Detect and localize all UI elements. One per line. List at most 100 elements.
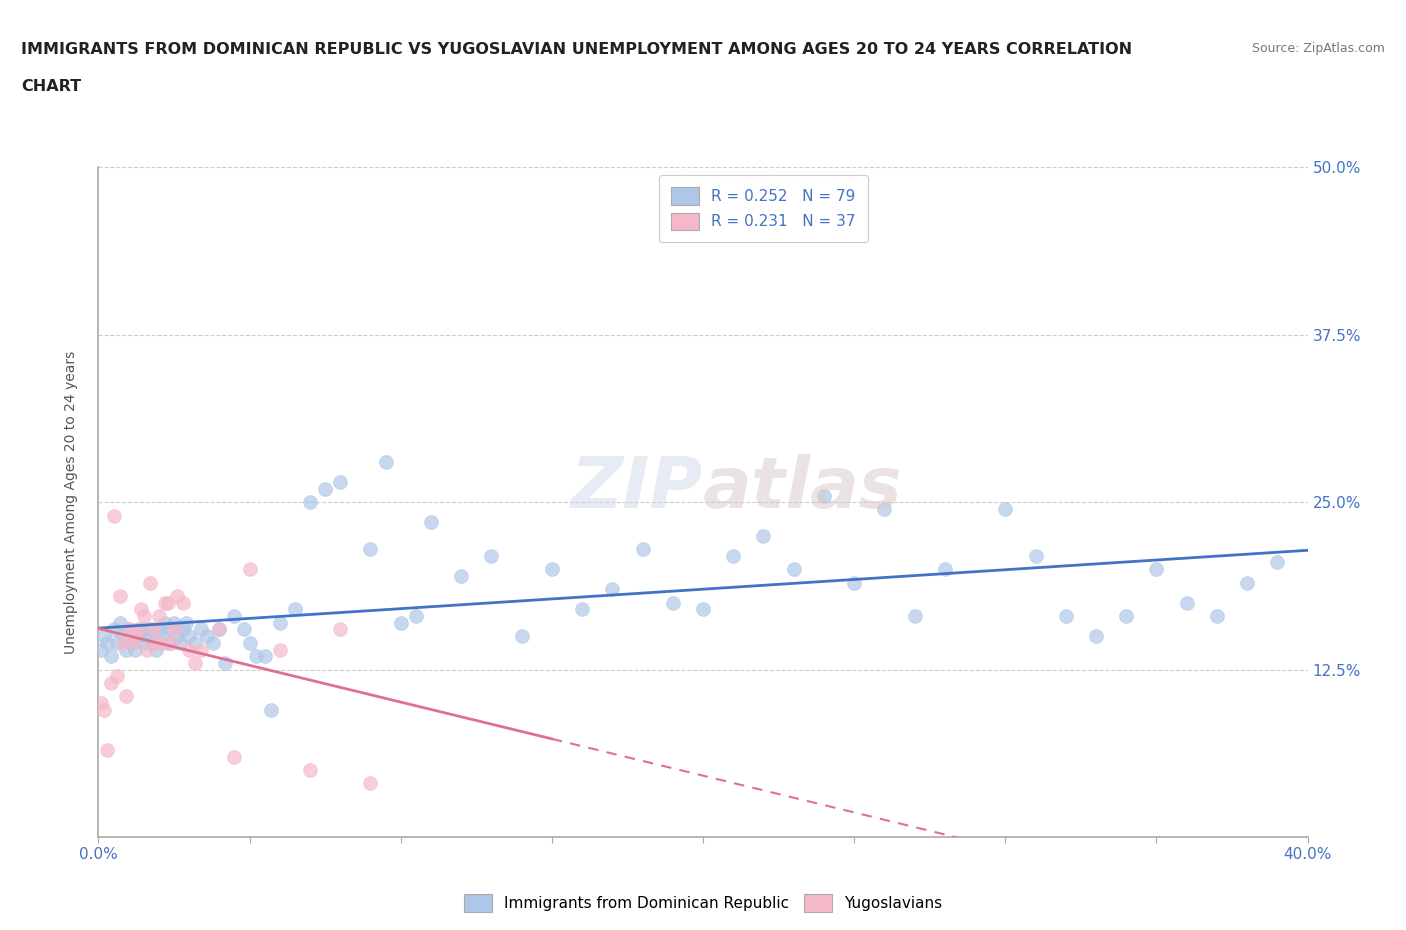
- Point: [100, 649, 122, 664]
- Point: [994, 501, 1017, 516]
- Point: [374, 455, 396, 470]
- Point: [179, 629, 201, 644]
- Point: [208, 622, 231, 637]
- Point: [314, 482, 336, 497]
- Point: [118, 622, 141, 637]
- Point: [1085, 629, 1108, 644]
- Point: [166, 629, 188, 644]
- Text: IMMIGRANTS FROM DOMINICAN REPUBLIC VS YUGOSLAVIAN UNEMPLOYMENT AMONG AGES 20 TO : IMMIGRANTS FROM DOMINICAN REPUBLIC VS YU…: [21, 42, 1132, 57]
- Point: [481, 549, 503, 564]
- Point: [232, 622, 254, 637]
- Point: [118, 622, 141, 637]
- Point: [239, 562, 262, 577]
- Point: [132, 635, 155, 650]
- Point: [783, 562, 806, 577]
- Point: [510, 629, 533, 644]
- Point: [124, 642, 146, 657]
- Point: [93, 702, 115, 717]
- Point: [360, 541, 382, 556]
- Point: [360, 776, 382, 790]
- Point: [135, 629, 157, 644]
- Point: [329, 474, 352, 489]
- Point: [90, 696, 112, 711]
- Point: [132, 608, 155, 623]
- Point: [208, 622, 231, 637]
- Point: [121, 635, 143, 650]
- Point: [129, 622, 152, 637]
- Point: [114, 642, 136, 657]
- Point: [752, 528, 775, 543]
- Point: [571, 602, 593, 617]
- Point: [172, 595, 194, 610]
- Point: [179, 642, 201, 657]
- Point: [195, 629, 218, 644]
- Point: [631, 541, 654, 556]
- Point: [166, 589, 188, 604]
- Point: [169, 635, 191, 650]
- Point: [172, 622, 194, 637]
- Point: [420, 515, 443, 530]
- Point: [148, 608, 170, 623]
- Point: [142, 622, 165, 637]
- Point: [135, 642, 157, 657]
- Point: [253, 649, 276, 664]
- Point: [103, 622, 125, 637]
- Legend: Immigrants from Dominican Republic, Yugoslavians: Immigrants from Dominican Republic, Yugo…: [458, 888, 948, 918]
- Point: [1175, 595, 1198, 610]
- Point: [124, 629, 146, 644]
- Point: [540, 562, 562, 577]
- Point: [813, 488, 835, 503]
- Point: [260, 702, 283, 717]
- Point: [108, 616, 131, 631]
- Point: [405, 608, 427, 623]
- Point: [121, 635, 143, 650]
- Point: [145, 642, 167, 657]
- Point: [145, 635, 167, 650]
- Text: ZIP: ZIP: [571, 455, 703, 524]
- Point: [224, 750, 246, 764]
- Point: [269, 642, 291, 657]
- Point: [1024, 549, 1046, 564]
- Point: [111, 629, 134, 644]
- Point: [153, 616, 176, 631]
- Point: [139, 622, 162, 637]
- Point: [100, 675, 122, 690]
- Point: [389, 616, 412, 631]
- Point: [1054, 608, 1077, 623]
- Point: [184, 656, 207, 671]
- Point: [602, 582, 624, 597]
- Point: [150, 635, 173, 650]
- Point: [1236, 575, 1258, 590]
- Point: [202, 635, 225, 650]
- Point: [662, 595, 685, 610]
- Point: [692, 602, 714, 617]
- Point: [904, 608, 927, 623]
- Point: [156, 595, 179, 610]
- Text: Source: ZipAtlas.com: Source: ZipAtlas.com: [1251, 42, 1385, 55]
- Point: [245, 649, 267, 664]
- Point: [114, 689, 136, 704]
- Point: [723, 549, 745, 564]
- Legend: R = 0.252   N = 79, R = 0.231   N = 37: R = 0.252 N = 79, R = 0.231 N = 37: [659, 175, 868, 243]
- Point: [299, 495, 322, 510]
- Point: [1267, 555, 1289, 570]
- Point: [148, 622, 170, 637]
- Point: [103, 508, 125, 523]
- Point: [1144, 562, 1167, 577]
- Point: [111, 635, 134, 650]
- Point: [150, 629, 173, 644]
- Point: [127, 629, 149, 644]
- Point: [239, 635, 262, 650]
- Point: [190, 642, 212, 657]
- Point: [1206, 608, 1229, 623]
- Point: [90, 642, 112, 657]
- Point: [284, 602, 307, 617]
- Point: [96, 635, 118, 650]
- Point: [139, 575, 162, 590]
- Point: [224, 608, 246, 623]
- Point: [190, 622, 212, 637]
- Point: [163, 616, 186, 631]
- Point: [156, 635, 179, 650]
- Y-axis label: Unemployment Among Ages 20 to 24 years: Unemployment Among Ages 20 to 24 years: [63, 351, 77, 654]
- Point: [174, 616, 197, 631]
